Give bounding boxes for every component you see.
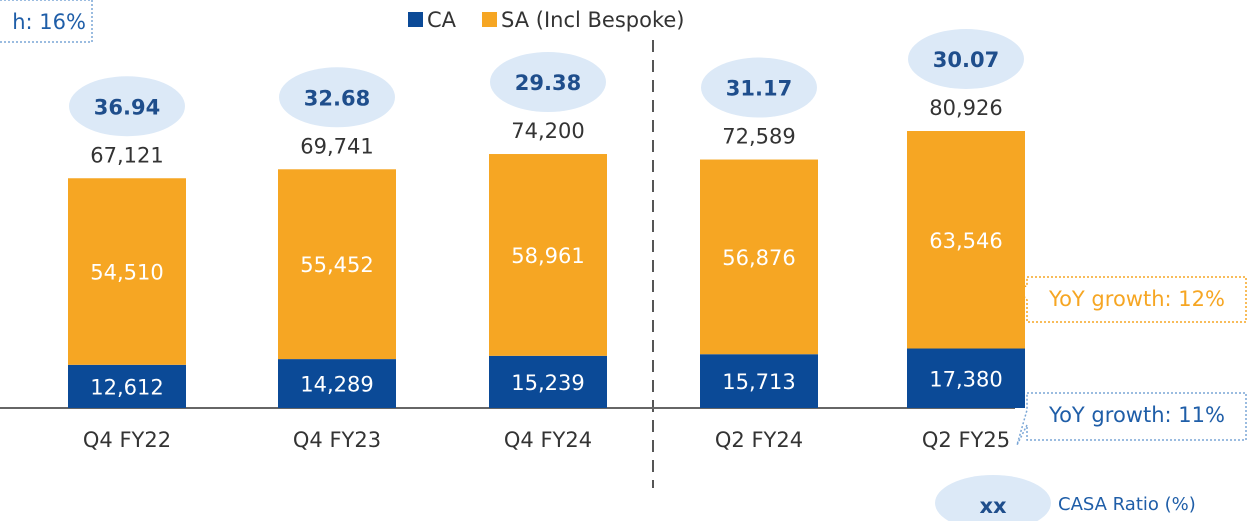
segment-label: 15,713 bbox=[722, 370, 795, 394]
bar-segment bbox=[700, 354, 818, 408]
x-tick-label: Q4 FY24 bbox=[504, 428, 592, 452]
callout-text: YoY growth: 11% bbox=[1048, 403, 1225, 427]
bar-segment bbox=[278, 359, 396, 408]
bar-segment bbox=[68, 364, 186, 408]
segment-label: 58,961 bbox=[511, 244, 584, 268]
ratio-label: 32.68 bbox=[304, 86, 370, 110]
total-label: 74,200 bbox=[511, 119, 584, 143]
ratio-bubble bbox=[701, 57, 817, 118]
callout-box bbox=[1015, 276, 1247, 323]
callout-text: h: 16% bbox=[12, 10, 86, 34]
bar-segment bbox=[489, 154, 607, 356]
total-label: 69,741 bbox=[300, 134, 373, 158]
legend-label: CA bbox=[427, 8, 457, 32]
ratio-label: 31.17 bbox=[726, 77, 792, 101]
callout-box bbox=[0, 0, 93, 43]
ratio-legend-marker bbox=[935, 475, 1051, 521]
x-tick-label: Q2 FY25 bbox=[922, 428, 1010, 452]
segment-label: 12,612 bbox=[90, 375, 163, 399]
ratio-bubble bbox=[69, 76, 185, 137]
ratio-legend-marker-text: xx bbox=[979, 494, 1007, 518]
legend-label: SA (Incl Bespoke) bbox=[501, 8, 684, 32]
segment-label: 54,510 bbox=[90, 261, 163, 285]
segment-label: 15,239 bbox=[511, 371, 584, 395]
callout-box bbox=[1016, 392, 1247, 446]
ratio-label: 29.38 bbox=[515, 71, 581, 95]
segment-label: 17,380 bbox=[929, 367, 1002, 391]
bar-segment bbox=[68, 178, 186, 365]
ratio-bubble bbox=[279, 67, 395, 128]
bar-segment bbox=[489, 355, 607, 408]
ratio-bubble bbox=[490, 52, 606, 113]
legend-swatch bbox=[482, 12, 497, 27]
ratio-label: 36.94 bbox=[94, 95, 160, 119]
bar-segment bbox=[700, 159, 818, 355]
x-tick-label: Q4 FY22 bbox=[83, 428, 171, 452]
bar-segment bbox=[278, 169, 396, 360]
ratio-legend-label: CASA Ratio (%) bbox=[1058, 494, 1196, 515]
bar-segment bbox=[907, 131, 1025, 349]
segment-label: 63,546 bbox=[929, 229, 1002, 253]
total-label: 67,121 bbox=[90, 143, 163, 167]
ratio-label: 30.07 bbox=[933, 48, 999, 72]
bar-segment bbox=[907, 348, 1025, 408]
segment-label: 56,876 bbox=[722, 246, 795, 270]
total-label: 80,926 bbox=[929, 96, 1002, 120]
x-tick-label: Q2 FY24 bbox=[715, 428, 803, 452]
x-tick-label: Q4 FY23 bbox=[293, 428, 381, 452]
callout-text: YoY growth: 12% bbox=[1048, 287, 1225, 311]
segment-label: 55,452 bbox=[300, 253, 373, 277]
total-label: 72,589 bbox=[722, 125, 795, 149]
legend-swatch bbox=[408, 12, 423, 27]
ratio-bubble bbox=[908, 29, 1024, 89]
segment-label: 14,289 bbox=[300, 373, 373, 397]
